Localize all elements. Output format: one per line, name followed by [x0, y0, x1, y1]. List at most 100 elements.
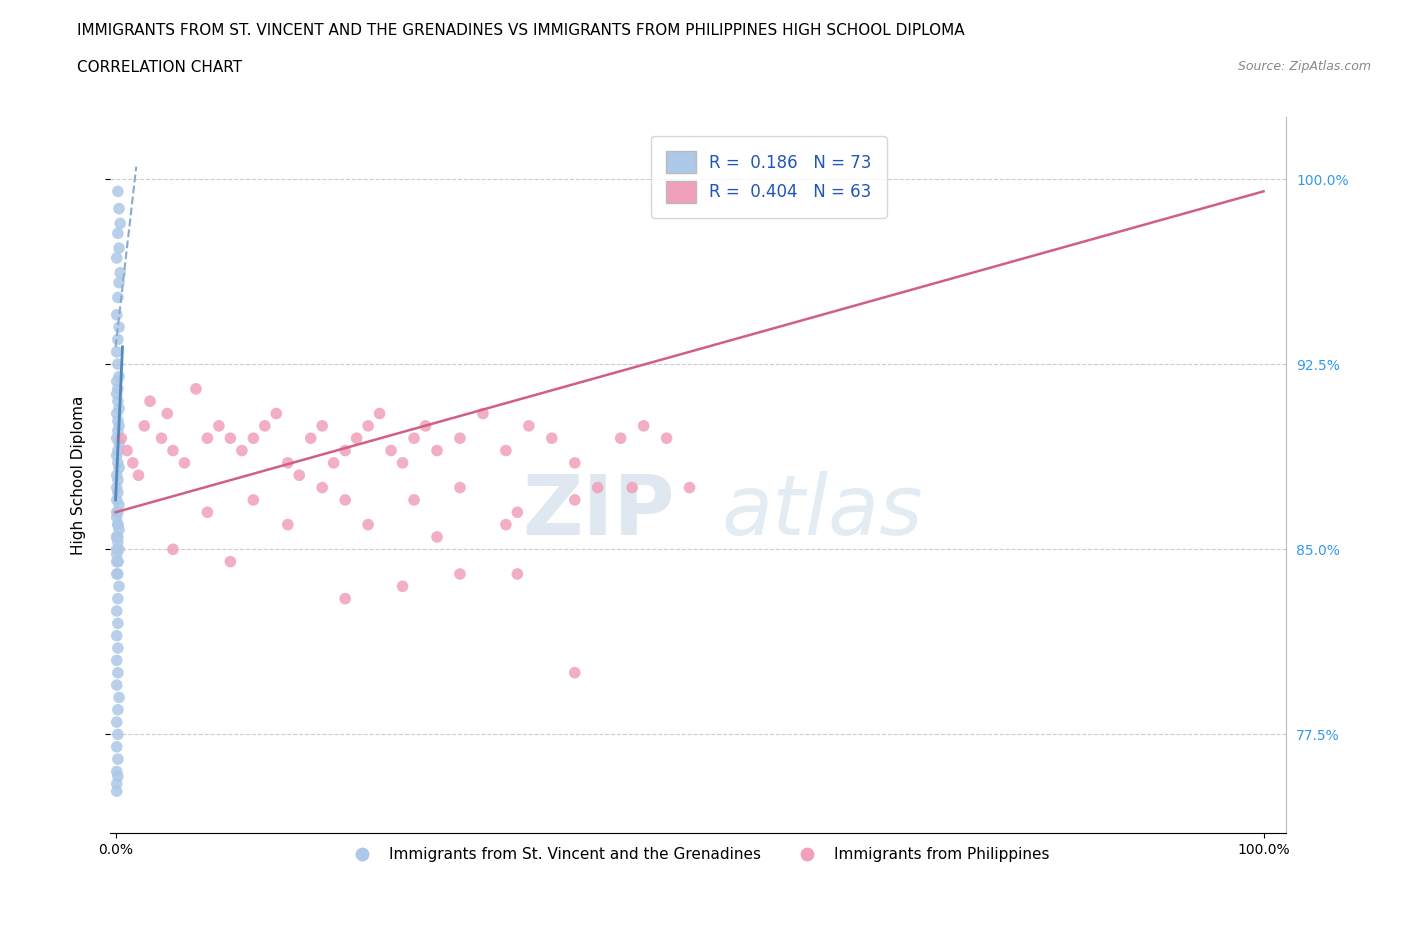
- Point: [105, 480, 128, 495]
- Point: [564, 665, 586, 680]
- Point: [564, 456, 586, 471]
- Point: [322, 456, 344, 471]
- Point: [105, 250, 128, 265]
- Point: [121, 456, 143, 471]
- Point: [105, 374, 128, 389]
- Point: [107, 517, 129, 532]
- Point: [107, 616, 129, 631]
- Point: [105, 604, 128, 618]
- Point: [105, 344, 128, 359]
- Point: [108, 275, 131, 290]
- Point: [105, 448, 128, 463]
- Point: [402, 493, 425, 508]
- Point: [311, 480, 333, 495]
- Point: [107, 554, 129, 569]
- Point: [105, 386, 128, 401]
- Point: [426, 443, 449, 458]
- Y-axis label: High School Diploma: High School Diploma: [72, 395, 86, 555]
- Point: [197, 505, 219, 520]
- Point: [277, 517, 299, 532]
- Point: [107, 727, 129, 742]
- Point: [107, 769, 129, 784]
- Point: [108, 690, 131, 705]
- Point: [540, 431, 562, 445]
- Point: [184, 381, 207, 396]
- Point: [621, 480, 644, 495]
- Point: [107, 566, 129, 581]
- Point: [107, 485, 129, 500]
- Point: [107, 443, 129, 458]
- Point: [402, 431, 425, 445]
- Text: CORRELATION CHART: CORRELATION CHART: [77, 60, 242, 75]
- Point: [107, 290, 129, 305]
- Point: [108, 542, 131, 557]
- Point: [107, 505, 129, 520]
- Point: [107, 591, 129, 606]
- Point: [105, 493, 128, 508]
- Point: [107, 529, 129, 544]
- Point: [105, 653, 128, 668]
- Point: [107, 702, 129, 717]
- Point: [449, 566, 471, 581]
- Text: ZIP: ZIP: [522, 471, 675, 551]
- Point: [105, 777, 128, 791]
- Point: [105, 566, 128, 581]
- Point: [105, 529, 128, 544]
- Point: [242, 493, 264, 508]
- Point: [208, 418, 231, 433]
- Point: [134, 418, 156, 433]
- Point: [266, 406, 288, 421]
- Point: [107, 751, 129, 766]
- Point: [108, 369, 131, 384]
- Text: atlas: atlas: [721, 471, 924, 551]
- Point: [311, 418, 333, 433]
- Point: [108, 201, 131, 216]
- Point: [197, 431, 219, 445]
- Point: [253, 418, 276, 433]
- Point: [517, 418, 540, 433]
- Point: [105, 406, 128, 421]
- Point: [242, 431, 264, 445]
- Point: [107, 226, 129, 241]
- Point: [426, 529, 449, 544]
- Point: [391, 578, 413, 593]
- Point: [107, 423, 129, 438]
- Point: [107, 357, 129, 372]
- Point: [105, 510, 128, 525]
- Point: [449, 480, 471, 495]
- Point: [506, 505, 529, 520]
- Point: [299, 431, 322, 445]
- Point: [219, 431, 242, 445]
- Point: [108, 216, 131, 231]
- Point: [415, 418, 437, 433]
- Point: [107, 381, 129, 396]
- Point: [107, 414, 129, 429]
- Point: [105, 714, 128, 729]
- Point: [107, 554, 129, 569]
- Legend: Immigrants from St. Vincent and the Grenadines, Immigrants from Philippines: Immigrants from St. Vincent and the Gren…: [340, 842, 1056, 869]
- Text: IMMIGRANTS FROM ST. VINCENT AND THE GRENADINES VS IMMIGRANTS FROM PHILIPPINES HI: IMMIGRANTS FROM ST. VINCENT AND THE GREN…: [77, 23, 965, 38]
- Point: [609, 431, 631, 445]
- Point: [107, 535, 129, 550]
- Point: [108, 418, 131, 433]
- Point: [506, 566, 529, 581]
- Point: [105, 529, 128, 544]
- Point: [105, 739, 128, 754]
- Point: [471, 406, 494, 421]
- Point: [107, 184, 129, 199]
- Point: [139, 393, 162, 408]
- Point: [108, 460, 131, 475]
- Point: [335, 493, 357, 508]
- Point: [105, 629, 128, 644]
- Point: [156, 406, 179, 421]
- Point: [357, 517, 380, 532]
- Point: [105, 505, 128, 520]
- Point: [678, 480, 700, 495]
- Point: [173, 456, 195, 471]
- Point: [108, 265, 131, 280]
- Point: [105, 678, 128, 693]
- Point: [105, 764, 128, 779]
- Point: [128, 468, 150, 483]
- Point: [150, 431, 173, 445]
- Point: [108, 498, 131, 512]
